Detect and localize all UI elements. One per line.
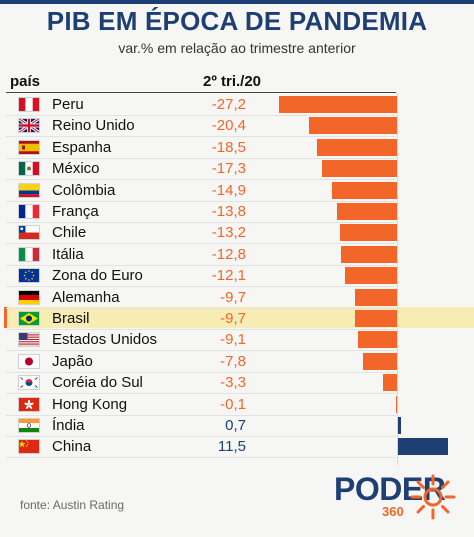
value-label: -27,2 bbox=[211, 96, 246, 113]
row-separator bbox=[6, 264, 396, 266]
value-label: 0,7 bbox=[225, 417, 246, 434]
country-label: México bbox=[52, 160, 100, 178]
row-separator bbox=[6, 136, 396, 138]
bar-hong-kong bbox=[395, 395, 397, 413]
country-label: China bbox=[52, 438, 92, 456]
italy-flag-icon bbox=[18, 246, 40, 262]
country-label: Itália bbox=[52, 245, 84, 263]
bar-france bbox=[337, 203, 397, 220]
bar-uk bbox=[308, 117, 397, 135]
colombia-flag-icon bbox=[18, 182, 40, 198]
poder-logo-number: 360 bbox=[382, 504, 404, 519]
south-korea-flag-icon bbox=[18, 375, 40, 391]
chart-subtitle: var.% em relação ao trimestre anterior bbox=[118, 40, 356, 56]
value-label: -12,8 bbox=[211, 245, 246, 263]
mexico-flag-icon bbox=[18, 161, 40, 177]
row-separator bbox=[6, 243, 396, 245]
bar-india bbox=[398, 417, 402, 434]
country-label: Hong Kong bbox=[52, 395, 128, 413]
bar-eu bbox=[344, 267, 397, 285]
bar-mexico bbox=[321, 160, 397, 178]
country-label: Reino Unido bbox=[52, 117, 135, 135]
value-label: -0,1 bbox=[220, 395, 246, 413]
value-label: -12,1 bbox=[211, 267, 246, 285]
zero-axis-line bbox=[397, 93, 398, 465]
bar-china bbox=[398, 438, 448, 456]
hong-kong-flag-icon bbox=[18, 396, 40, 412]
bar-japan bbox=[363, 352, 397, 370]
row-separator bbox=[6, 393, 396, 395]
japan-flag-icon bbox=[18, 353, 40, 369]
value-label: -7,8 bbox=[220, 352, 246, 370]
germany-flag-icon bbox=[18, 289, 40, 305]
bar-usa bbox=[357, 331, 397, 349]
country-label: Alemanha bbox=[52, 288, 120, 306]
value-label: -9,7 bbox=[220, 310, 246, 327]
highlight-row-marker bbox=[4, 307, 7, 328]
row-separator bbox=[6, 371, 396, 373]
value-label: -17,3 bbox=[211, 160, 246, 178]
value-label: -18,5 bbox=[211, 138, 246, 156]
country-label: Chile bbox=[52, 224, 87, 242]
country-label: Japão bbox=[52, 352, 93, 370]
bar-colombia bbox=[332, 181, 397, 199]
value-label: -13,8 bbox=[211, 203, 246, 220]
row-separator bbox=[6, 414, 396, 416]
source-note: fonte: Austin Rating bbox=[20, 498, 125, 512]
row-separator bbox=[6, 179, 396, 181]
bar-germany bbox=[354, 288, 397, 306]
chile-flag-icon bbox=[18, 225, 40, 241]
row-separator bbox=[6, 200, 396, 202]
country-label: Brasil bbox=[52, 310, 90, 327]
row-separator bbox=[6, 221, 396, 223]
value-label: -14,9 bbox=[211, 181, 246, 199]
value-label: -20,4 bbox=[211, 117, 246, 135]
chart-title: PIB EM ÉPOCA DE PANDEMIA bbox=[46, 6, 428, 36]
bar-italy bbox=[341, 245, 397, 263]
value-label: 11,5 bbox=[217, 438, 246, 456]
country-label: Espanha bbox=[52, 138, 112, 156]
header-divider bbox=[6, 92, 396, 93]
india-flag-icon bbox=[18, 418, 40, 433]
bar-south-korea bbox=[382, 374, 397, 392]
row-separator bbox=[6, 307, 396, 309]
country-label: Índia bbox=[52, 417, 85, 434]
column-header-country: país bbox=[10, 73, 41, 90]
country-label: Coréia do Sul bbox=[52, 374, 143, 392]
uk-flag-icon bbox=[18, 118, 40, 134]
bar-chile bbox=[339, 224, 397, 242]
row-separator bbox=[6, 435, 396, 437]
country-label: Colômbia bbox=[52, 181, 116, 199]
country-label: França bbox=[52, 203, 99, 220]
row-separator bbox=[6, 157, 396, 159]
china-flag-icon bbox=[18, 439, 40, 455]
value-label: -9,7 bbox=[220, 288, 246, 306]
value-label: -13,2 bbox=[211, 224, 246, 242]
top-accent-bar bbox=[0, 0, 474, 4]
brazil-flag-icon bbox=[18, 311, 40, 326]
value-label: -9,1 bbox=[220, 331, 246, 349]
value-label: -3,3 bbox=[220, 374, 246, 392]
bar-spain bbox=[316, 138, 397, 156]
country-label: Peru bbox=[52, 96, 84, 113]
peru-flag-icon bbox=[18, 97, 40, 112]
country-label: Zona do Euro bbox=[52, 267, 143, 285]
bar-peru bbox=[279, 96, 397, 113]
row-separator bbox=[6, 328, 396, 330]
france-flag-icon bbox=[18, 204, 40, 219]
spain-flag-icon bbox=[18, 139, 40, 155]
row-separator bbox=[6, 286, 396, 288]
row-separator bbox=[6, 457, 396, 459]
usa-flag-icon bbox=[18, 332, 40, 348]
country-label: Estados Unidos bbox=[52, 331, 158, 349]
poder360-sun-logo-icon bbox=[410, 474, 456, 520]
eu-flag-icon bbox=[18, 268, 40, 284]
column-header-value: 2º tri./20 bbox=[203, 73, 262, 90]
row-separator bbox=[6, 114, 396, 116]
row-separator bbox=[6, 350, 396, 352]
bar-brazil bbox=[354, 310, 397, 327]
